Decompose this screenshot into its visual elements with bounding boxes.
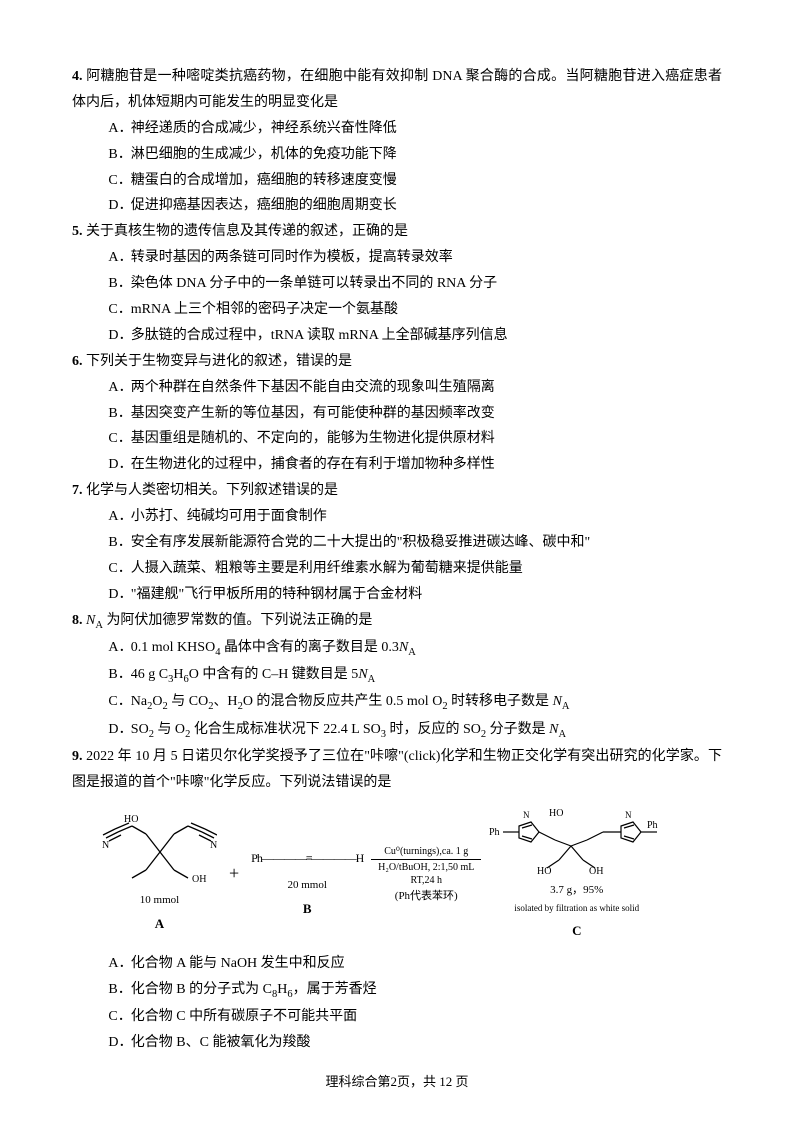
molecule-B: Ph————≡————H 20 mmol B	[251, 827, 363, 922]
svg-text:N: N	[625, 810, 632, 820]
q6-D: D．在生物进化的过程中，捕食者的存在有利于增加物种多样性	[108, 452, 722, 478]
q4-num: 4.	[72, 69, 83, 84]
molB-formula: Ph————≡————H	[251, 827, 363, 875]
q8-B: B．46 g C3H6O 中含有的 C–H 键数目是 5NA	[108, 662, 722, 689]
molA-label: A	[102, 912, 217, 936]
q8-stem: 8. NA 为阿伏加德罗常数的值。下列说法正确的是	[72, 608, 722, 635]
q7-text: 化学与人类密切相关。下列叙述错误的是	[86, 483, 338, 498]
q7-C: C．人摄入蔬菜、粗粮等主要是利用纤维素水解为葡萄糖来提供能量	[108, 556, 722, 582]
q8-A: A．0.1 mol KHSO4 晶体中含有的离子数目是 0.3NA	[108, 635, 722, 662]
q5-C: C．mRNA 上三个相邻的密码子决定一个氨基酸	[108, 297, 722, 323]
reaction-arrow: Cu⁰(turnings),ca. 1 g H₂O/tBuOH, 2:1,50 …	[371, 845, 481, 903]
q7-A: A．小苏打、纯碱均可用于面食制作	[108, 504, 722, 530]
q5-options: A．转录时基因的两条链可同时作为模板，提高转录效率 B．染色体 DNA 分子中的…	[72, 245, 722, 349]
svg-text:HO: HO	[549, 808, 563, 819]
q5-stem: 5. 关于真核生物的遗传信息及其传递的叙述，正确的是	[72, 219, 722, 245]
q9-D: D．化合物 B、C 能被氧化为羧酸	[108, 1030, 722, 1056]
q9-text: 2022 年 10 月 5 日诺贝尔化学奖授予了三位在"咔嚓"(click)化学…	[72, 749, 722, 790]
reaction-diagram: HO OH N N 10 mmol A + Ph————≡————H 20 mm…	[102, 806, 722, 943]
q9-num: 9.	[72, 749, 83, 764]
q7-stem: 7. 化学与人类密切相关。下列叙述错误的是	[72, 478, 722, 504]
molA-svg: HO OH N N	[102, 812, 217, 890]
q9-B: B．化合物 B 的分子式为 C8H6，属于芳香烃	[108, 977, 722, 1004]
q8-options: A．0.1 mol KHSO4 晶体中含有的离子数目是 0.3NA B．46 g…	[72, 635, 722, 744]
q5-D: D．多肽链的合成过程中，tRNA 读取 mRNA 上全部碱基序列信息	[108, 323, 722, 349]
q4-B: B．淋巴细胞的生成减少，机体的免疫功能下降	[108, 142, 722, 168]
q4-options: A．神经递质的合成减少，神经系统兴奋性降低 B．淋巴细胞的生成减少，机体的免疫功…	[72, 116, 722, 220]
q8-C: C．Na2O2 与 CO2、H2O 的混合物反应共产生 0.5 mol O2 时…	[108, 689, 722, 716]
q6-B: B．基因突变产生新的等位基因，有可能使种群的基因频率改变	[108, 401, 722, 427]
q6-A: A．两个种群在自然条件下基因不能自由交流的现象叫生殖隔离	[108, 375, 722, 401]
molecule-A: HO OH N N 10 mmol A	[102, 812, 217, 936]
q7-B: B．安全有序发展新能源符合党的二十大提出的"积极稳妥推进碳达峰、碳中和"	[108, 530, 722, 556]
q9-stem: 9. 2022 年 10 月 5 日诺贝尔化学奖授予了三位在"咔嚓"(click…	[72, 744, 722, 796]
q5-num: 5.	[72, 224, 83, 239]
q4-D: D．促进抑癌基因表达，癌细胞的细胞周期变长	[108, 193, 722, 219]
page-footer: 理科综合第2页，共 12 页	[0, 1070, 794, 1094]
q6-options: A．两个种群在自然条件下基因不能自由交流的现象叫生殖隔离 B．基因突变产生新的等…	[72, 375, 722, 479]
svg-text:N: N	[102, 840, 109, 851]
molC-yield: 3.7 g，95%	[489, 880, 664, 900]
svg-text:Ph: Ph	[647, 820, 658, 831]
molB-label: B	[251, 897, 363, 921]
q5-text: 关于真核生物的遗传信息及其传递的叙述，正确的是	[86, 224, 408, 239]
molA-amount: 10 mmol	[102, 890, 217, 910]
q6-num: 6.	[72, 354, 83, 369]
q8-D: D．SO2 与 O2 化合生成标准状况下 22.4 L SO3 时，反应的 SO…	[108, 717, 722, 744]
svg-text:Ph: Ph	[489, 827, 500, 838]
q7-D: D．"福建舰"飞行甲板所用的特种钢材属于合金材料	[108, 582, 722, 608]
svg-text:HO: HO	[537, 866, 551, 877]
cond3: RT,24 h	[371, 874, 481, 887]
svg-text:HO: HO	[124, 814, 138, 825]
q7-num: 7.	[72, 483, 83, 498]
cond1: Cu⁰(turnings),ca. 1 g	[371, 845, 481, 858]
svg-text:N: N	[210, 840, 217, 851]
cond2: H₂O/tBuOH, 2:1,50 mL	[371, 861, 481, 874]
svg-text:OH: OH	[589, 866, 603, 877]
q5-A: A．转录时基因的两条链可同时作为模板，提高转录效率	[108, 245, 722, 271]
q7-options: A．小苏打、纯碱均可用于面食制作 B．安全有序发展新能源符合党的二十大提出的"积…	[72, 504, 722, 608]
ph-note: (Ph代表苯环)	[371, 889, 481, 903]
svg-text:N: N	[523, 810, 530, 820]
plus-sign: +	[225, 857, 243, 890]
molC-note: isolated by filtration as white solid	[489, 900, 664, 917]
q9-options: A．化合物 A 能与 NaOH 发生中和反应 B．化合物 B 的分子式为 C8H…	[72, 951, 722, 1056]
q4-stem: 4. 阿糖胞苷是一种嘧啶类抗癌药物，在细胞中能有效抑制 DNA 聚合酶的合成。当…	[72, 64, 722, 116]
q9-C: C．化合物 C 中所有碳原子不可能共平面	[108, 1004, 722, 1030]
q4-A: A．神经递质的合成减少，神经系统兴奋性降低	[108, 116, 722, 142]
molecule-C: Ph Ph N N HO OH HO 3.7 g，95% isolated by…	[489, 806, 664, 943]
q4-text: 阿糖胞苷是一种嘧啶类抗癌药物，在细胞中能有效抑制 DNA 聚合酶的合成。当阿糖胞…	[72, 69, 722, 110]
molC-svg: Ph Ph N N HO OH HO	[489, 806, 664, 880]
q4-C: C．糖蛋白的合成增加，癌细胞的转移速度变慢	[108, 168, 722, 194]
molB-amount: 20 mmol	[251, 875, 363, 895]
q9-A: A．化合物 A 能与 NaOH 发生中和反应	[108, 951, 722, 977]
molC-label: C	[489, 919, 664, 943]
q8-num: 8.	[72, 613, 83, 628]
q6-C: C．基因重组是随机的、不定向的，能够为生物进化提供原材料	[108, 426, 722, 452]
q5-B: B．染色体 DNA 分子中的一条单链可以转录出不同的 RNA 分子	[108, 271, 722, 297]
svg-text:OH: OH	[192, 874, 206, 885]
q6-stem: 6. 下列关于生物变异与进化的叙述，错误的是	[72, 349, 722, 375]
q6-text: 下列关于生物变异与进化的叙述，错误的是	[86, 354, 352, 369]
